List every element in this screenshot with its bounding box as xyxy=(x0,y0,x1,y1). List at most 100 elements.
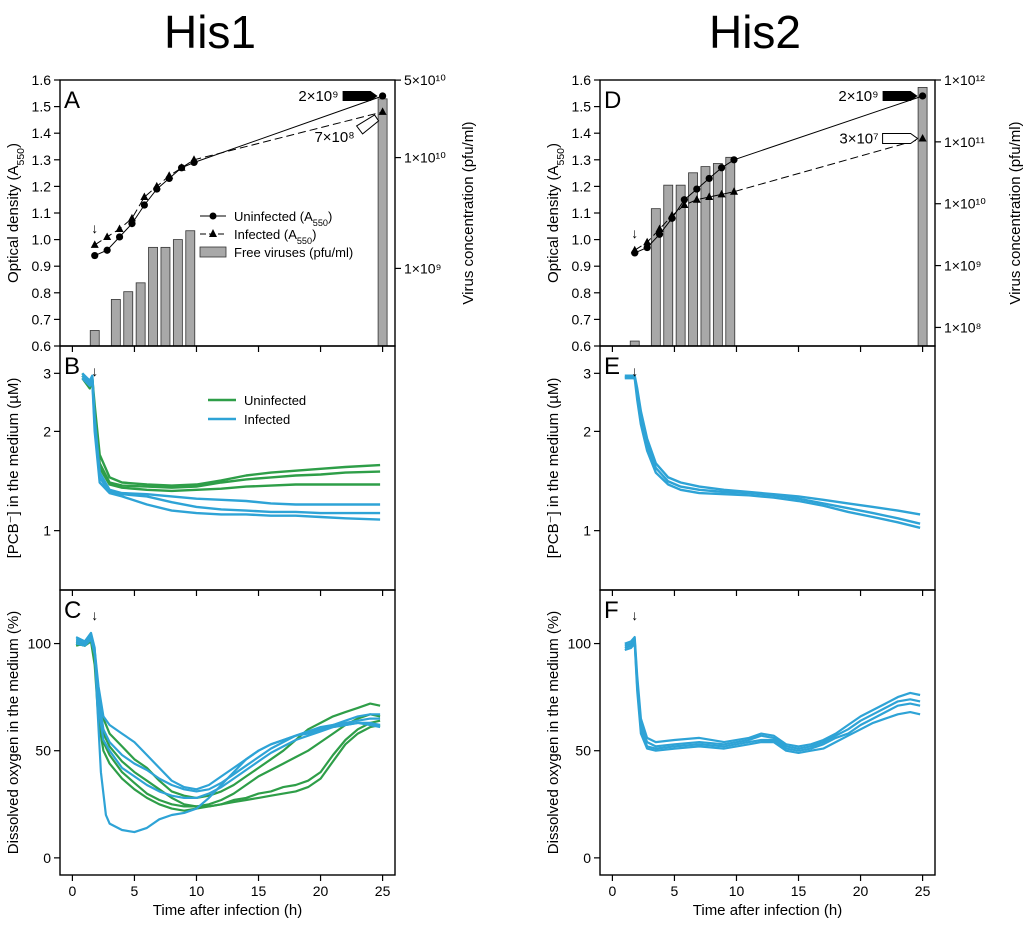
od-point-uninfected xyxy=(693,185,701,193)
y-tick-label: 0.8 xyxy=(572,285,592,301)
o2-line-infected xyxy=(75,638,381,800)
od-point-uninfected xyxy=(378,92,387,100)
x-tick-label: 0 xyxy=(69,883,77,899)
x-tick-label: 10 xyxy=(189,883,205,899)
od-axis-label-part: ) xyxy=(545,143,562,148)
x-tick-label: 15 xyxy=(791,883,807,899)
od-point-infected xyxy=(667,211,676,219)
o2-line-infected xyxy=(624,635,921,748)
od-point-uninfected xyxy=(91,251,99,260)
legend-label-od-uninfected-part: ) xyxy=(328,209,332,224)
od-axis-label-part: ) xyxy=(5,143,22,148)
od-point-uninfected xyxy=(655,230,664,238)
od-point-uninfected xyxy=(730,156,738,164)
legend-label-od-uninfected-sub: 550 xyxy=(313,218,328,228)
legend-label-od-infected: Infected (A550) xyxy=(234,227,316,246)
y-tick-label: 1.5 xyxy=(572,99,592,115)
title-his1: His1 xyxy=(164,6,256,58)
panel-label-C: C xyxy=(64,597,81,624)
od-axis-label-sub: 550 xyxy=(555,148,567,166)
virus-bar xyxy=(700,166,711,347)
pointer-uninfected xyxy=(342,90,378,101)
y-tick-label: 1.3 xyxy=(572,152,592,168)
od-point-infected xyxy=(630,245,639,254)
x-tick-label: 20 xyxy=(853,883,869,899)
y2-tick-label: 1×10¹¹ xyxy=(944,134,985,150)
od-axis-label: Optical density (A550) xyxy=(545,143,567,283)
annotation-uninfected: 2×10⁹ xyxy=(298,88,338,105)
od-line-infected xyxy=(634,138,923,251)
y-tick-label: 0.8 xyxy=(32,285,52,301)
y-tick-label: 1.6 xyxy=(32,72,52,88)
y-tick-label: 1.0 xyxy=(32,232,52,248)
y-tick-label: 1.2 xyxy=(32,178,52,194)
virus-bar xyxy=(663,184,674,347)
od-point-infected xyxy=(918,134,927,142)
y-tick-label: 1.3 xyxy=(32,152,52,168)
od-point-infected xyxy=(190,155,198,163)
virus-bar xyxy=(917,87,928,347)
od-point-infected xyxy=(643,237,652,246)
y2-tick-label: 5×10¹⁰ xyxy=(404,72,446,88)
panel-E-frame xyxy=(599,345,936,591)
od-point-uninfected xyxy=(643,243,651,252)
y-tick-label: 0 xyxy=(583,850,591,866)
legend-label-infected: Infected xyxy=(244,412,290,427)
pcb-line-infected xyxy=(624,377,921,529)
o2-line-infected xyxy=(624,638,921,750)
legend-label-bars: Free viruses (pfu/ml) xyxy=(234,245,353,260)
legend-label-od-uninfected: Uninfected (A550) xyxy=(234,209,332,228)
pcb-line-uninfected xyxy=(81,372,381,487)
plot-panels: 0.6 0.7 0.8 0.9 1.0 1.1 1.2 1.3 1.4 1.5 1.6 1×10⁹ 1×… xyxy=(5,72,1024,919)
od-point-uninfected xyxy=(103,246,111,254)
od-point-infected xyxy=(730,187,738,195)
virus-bar xyxy=(377,98,388,347)
legend-label-od-infected-part: Infected (A xyxy=(234,227,297,242)
o2-line-infected xyxy=(75,635,381,793)
y-tick-label: 1.2 xyxy=(572,178,592,194)
od-line-uninfected xyxy=(94,95,383,257)
title-his2: His2 xyxy=(709,6,801,58)
annotation-infected: 7×10⁸ xyxy=(314,129,354,146)
y-tick-label: 2 xyxy=(43,423,51,439)
o2-axis-label: Dissolved oxygen in the medium (%) xyxy=(545,611,562,854)
y-tick-label: 1.1 xyxy=(32,205,52,221)
y-tick-label: 50 xyxy=(575,743,591,759)
y-tick-label: 3 xyxy=(43,365,51,381)
virus-bar xyxy=(110,299,121,347)
pointer-infected xyxy=(882,133,919,145)
y-tick-label: 1.0 xyxy=(572,232,592,248)
virus-bar xyxy=(89,330,100,347)
od-point-uninfected xyxy=(680,196,688,204)
od-point-infected xyxy=(705,192,714,201)
pcb-line-uninfected xyxy=(81,377,381,489)
od-point-infected xyxy=(90,240,99,248)
virus-bar xyxy=(725,156,736,347)
od-point-infected xyxy=(655,224,664,232)
virus-bar xyxy=(135,282,146,347)
y2-tick-label: 1×10¹⁰ xyxy=(944,196,986,212)
od-line-infected xyxy=(94,111,383,246)
od-point-infected xyxy=(692,195,701,203)
y2-tick-label: 1×10¹⁰ xyxy=(404,150,446,166)
pcb-axis-label: [PCB⁻] in the medium (µM) xyxy=(5,378,22,559)
panel-label-F: F xyxy=(604,597,619,624)
pcb-line-infected xyxy=(624,376,921,525)
y-tick-label: 1 xyxy=(43,523,51,539)
od-point-infected xyxy=(127,213,136,222)
x-tick-label: 5 xyxy=(131,883,139,899)
y-tick-label: 2 xyxy=(583,423,591,439)
od-axis-label-part: Optical density (A xyxy=(5,165,22,283)
y2-tick-label: 1×10⁹ xyxy=(944,258,982,274)
od-point-uninfected xyxy=(705,174,713,183)
od-point-infected xyxy=(378,107,387,115)
od-point-uninfected xyxy=(128,220,136,228)
panel-label-D: D xyxy=(604,87,621,114)
o2-line-infected xyxy=(624,640,921,752)
legend-label-uninfected: Uninfected xyxy=(244,393,306,408)
virus-bar xyxy=(629,340,640,347)
virus-bar xyxy=(172,239,183,347)
od-point-uninfected xyxy=(717,164,726,172)
od-point-infected xyxy=(717,189,726,198)
infection-arrow: ↓ xyxy=(631,607,638,623)
